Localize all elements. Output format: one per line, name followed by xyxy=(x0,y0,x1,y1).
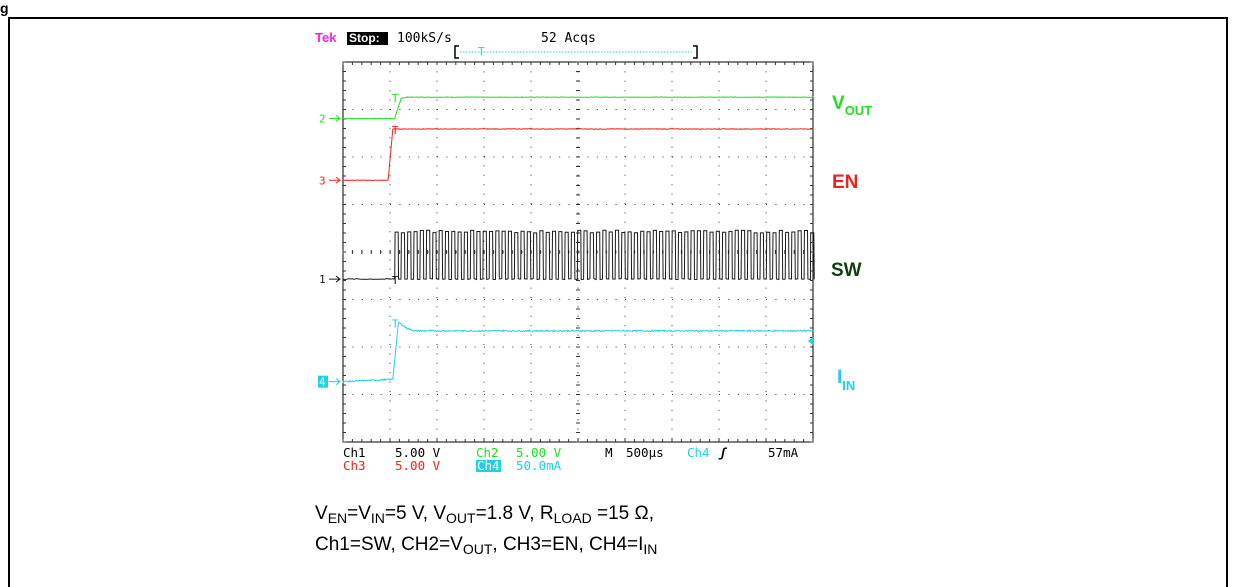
ch3-scale: 5.00 V xyxy=(395,458,441,473)
caption-line-2-subscript: OUT xyxy=(462,541,493,557)
timebase: 500µs xyxy=(626,445,664,460)
figure-label: g xyxy=(0,0,9,16)
run-state: Stop: xyxy=(349,31,380,45)
channel-marker-ch3: 3 xyxy=(319,174,326,187)
caption-line-1-text: =1.8 V, R xyxy=(475,503,554,524)
ch2-scale: 5.00 V xyxy=(516,445,562,460)
channel-marker-ch4-background xyxy=(318,375,328,388)
channel-marker-ch1: 1 xyxy=(319,273,326,286)
channel-marker-arrow-icon xyxy=(329,176,341,184)
trigger-marker-en: T xyxy=(392,124,399,137)
en-label: EN xyxy=(832,172,858,193)
caption-line-2-text: Ch1=SW, CH2=V xyxy=(315,534,463,555)
figure-caption: VEN=VIN=5 V, VOUT=1.8 V, RLOAD =15 Ω, Ch… xyxy=(315,498,657,560)
caption-line-2: Ch1=SW, CH2=VOUT, CH3=EN, CH4=IIN xyxy=(315,529,657,560)
channel-marker-ch4: 4 xyxy=(319,376,326,389)
ch3-name: Ch3 xyxy=(343,458,366,473)
trigger-marker-iin: T xyxy=(392,317,399,330)
ch4-scale: 50.0mA xyxy=(516,458,562,473)
vout-label: VOUT xyxy=(832,93,872,118)
sample-rate: 100kS/s xyxy=(397,31,452,46)
trigger-level-arrow xyxy=(808,336,814,346)
trigger-source: Ch4 xyxy=(687,445,710,460)
run-state-background xyxy=(347,32,388,45)
sw-label: SW xyxy=(831,260,862,281)
trace-iin xyxy=(342,321,814,384)
caption-line-1-text: =15 Ω, xyxy=(591,503,654,524)
caption-line-2-text: , CH3=EN, CH4=I xyxy=(492,534,644,555)
channel-marker-arrow-icon xyxy=(329,275,341,283)
ch4-name: Ch4 xyxy=(477,458,500,473)
ch2-name: Ch2 xyxy=(476,445,499,460)
channel-marker-ch2: 2 xyxy=(319,113,326,126)
trace-sw xyxy=(343,229,815,281)
channel-marker-arrow-icon xyxy=(329,378,341,386)
acquisition-count: 52 Acqs xyxy=(541,31,596,46)
scope-readout: Ch1 5.00 V Ch2 5.00 V M 500µs Ch4 ʃ 57mA… xyxy=(343,445,799,473)
caption-line-1-subscript: IN xyxy=(370,510,385,526)
ch1-name: Ch1 xyxy=(343,445,366,460)
channel-marker-arrow-icon xyxy=(329,115,341,122)
channel-markers: 2 3 1 4 xyxy=(318,113,341,389)
caption-line-1-text: =V xyxy=(347,503,371,524)
tek-brand: Tek xyxy=(315,30,337,45)
caption-line-1-text: =5 V, V xyxy=(384,503,447,524)
timebase-prefix: M xyxy=(605,445,613,460)
record-trigger-marker: T xyxy=(478,45,485,58)
trigger-marker-vout: T xyxy=(392,92,399,105)
trigger-marker-sw: T xyxy=(392,274,399,287)
trace-en xyxy=(342,128,814,182)
caption-line-1: VEN=VIN=5 V, VOUT=1.8 V, RLOAD =15 Ω, xyxy=(315,498,657,529)
traces: T T T T xyxy=(342,92,815,384)
ch1-scale: 5.00 V xyxy=(395,445,441,460)
record-position-bracket xyxy=(454,45,698,59)
trigger-level: 57mA xyxy=(768,445,799,460)
caption-line-1-subscript: OUT xyxy=(446,510,476,526)
caption-line-1-subscript: LOAD xyxy=(553,510,592,526)
figure-frame xyxy=(8,17,1228,587)
caption-line-1-text: V xyxy=(315,503,328,524)
graticule xyxy=(342,61,814,443)
caption-line-2-subscript: IN xyxy=(643,541,658,557)
caption-line-1-subscript: EN xyxy=(327,510,348,526)
trigger-slope-icon: ʃ xyxy=(718,445,728,460)
trace-vout xyxy=(342,96,814,120)
ch4-name-background xyxy=(476,460,501,472)
iin-label: IIN xyxy=(837,367,855,393)
